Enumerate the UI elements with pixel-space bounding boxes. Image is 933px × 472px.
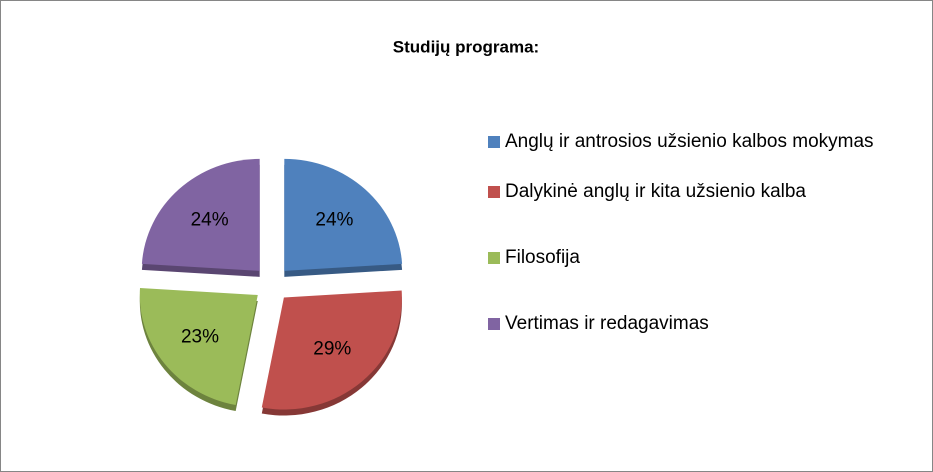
chart-title: Studijų programa: [393,37,539,56]
legend-item: Anglų ir antrosios užsienio kalbos mokym… [488,128,918,156]
legend-label: Anglų ir antrosios užsienio kalbos mokym… [505,131,874,152]
pie-slice [139,287,258,406]
legend-item: Filosofija [488,244,918,272]
legend-item: Dalykinė anglų ir kita užsienio kalba [488,178,918,206]
data-label: 29% [313,339,351,360]
legend-item: Vertimas ir redagavimas [488,310,918,338]
pie-slice [141,158,260,271]
legend-swatch [488,186,500,198]
data-label: 24% [315,209,353,230]
legend-swatch [488,252,500,264]
legend-swatch [488,136,500,148]
legend: Anglų ir antrosios užsienio kalbos mokym… [488,128,918,376]
legend-label: Vertimas ir redagavimas [505,313,709,334]
legend-swatch [488,318,500,330]
pie-slice [261,290,402,410]
data-label: 23% [181,327,219,348]
legend-label: Dalykinė anglų ir kita užsienio kalba [505,181,806,202]
data-label: 24% [191,209,229,230]
pie-slice [284,158,403,271]
legend-label: Filosofija [505,247,580,268]
